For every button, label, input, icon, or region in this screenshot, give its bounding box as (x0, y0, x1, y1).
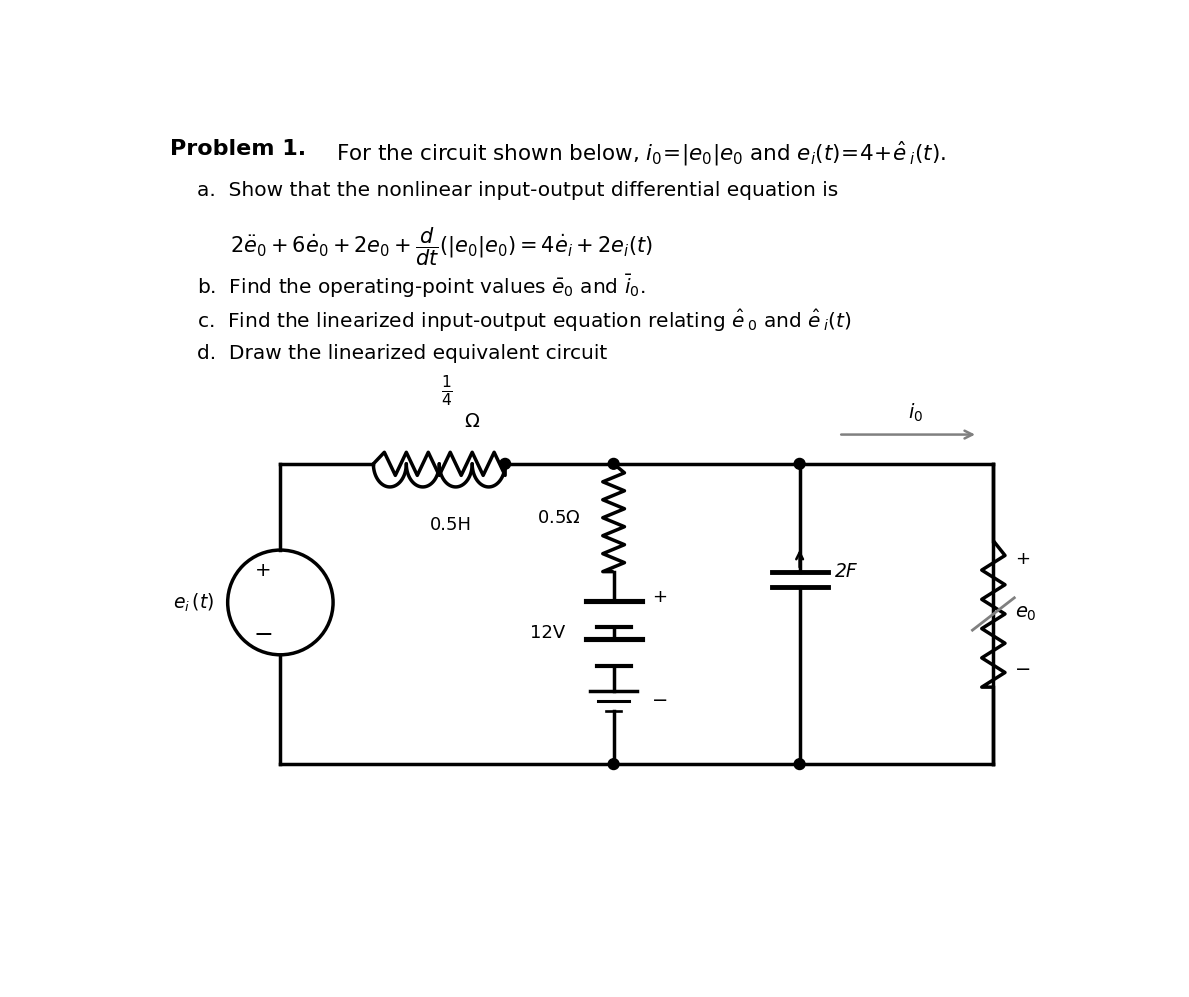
Text: $i_0$: $i_0$ (908, 402, 924, 424)
Text: a.  Show that the nonlinear input-output differential equation is: a. Show that the nonlinear input-output … (196, 181, 838, 200)
Text: $e_i\,(t)$: $e_i\,(t)$ (174, 591, 214, 613)
Text: b.  Find the operating-point values $\bar{e}_0$ and $\bar{i}_0$.: b. Find the operating-point values $\bar… (196, 273, 646, 300)
Text: +: + (1015, 549, 1030, 567)
Text: $0.5\Omega$: $0.5\Omega$ (537, 508, 581, 526)
Text: 12V: 12V (530, 624, 566, 642)
Text: For the circuit shown below, $i_0\!=\!|e_0|e_0$ and $e_i(t)\!=\!4\!+\!\hat{e}\,_: For the circuit shown below, $i_0\!=\!|e… (336, 139, 946, 167)
Text: d.  Draw the linearized equivalent circuit: d. Draw the linearized equivalent circui… (196, 344, 606, 363)
Text: $2\ddot{e}_0 + 6\dot{e}_0 + 2e_0 + \dfrac{d}{dt}(|e_0|e_0) = 4\dot{e}_i + 2e_i(t: $2\ddot{e}_0 + 6\dot{e}_0 + 2e_0 + \dfra… (229, 225, 653, 267)
Text: c.  Find the linearized input-output equation relating $\hat{e}\,_0$ and $\hat{e: c. Find the linearized input-output equa… (196, 308, 851, 334)
Text: +: + (653, 588, 667, 606)
Circle shape (794, 759, 805, 770)
Text: $\frac{1}{4}$: $\frac{1}{4}$ (441, 374, 453, 409)
Circle shape (609, 459, 619, 470)
Text: −: − (1015, 660, 1031, 679)
Text: −: − (653, 691, 668, 710)
Circle shape (499, 459, 510, 470)
Text: +: + (256, 560, 271, 579)
Circle shape (609, 759, 619, 770)
Text: 2F: 2F (835, 562, 857, 581)
Circle shape (794, 459, 805, 470)
Text: −: − (253, 623, 273, 647)
Text: $e_0$: $e_0$ (1015, 604, 1037, 623)
Text: Problem 1.: Problem 1. (170, 139, 307, 159)
Text: $\Omega$: $\Omega$ (464, 413, 480, 432)
Text: 0.5H: 0.5H (430, 516, 472, 534)
